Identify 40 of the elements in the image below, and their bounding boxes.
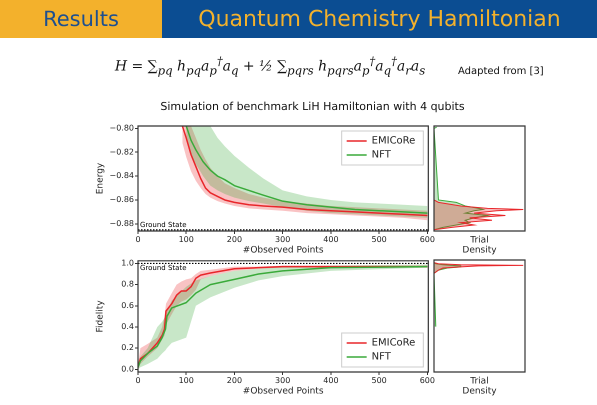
x-tick-label: 500 [371, 376, 387, 385]
x-tick-label: 600 [420, 234, 435, 244]
y-tick-label: −0.84 [109, 171, 134, 180]
x-tick-label: 100 [178, 376, 194, 385]
x-tick-label: 200 [226, 376, 242, 385]
chart-title: Simulation of benchmark LiH Hamiltonian with 4 qubits [159, 100, 466, 113]
y-tick-label: −0.80 [109, 123, 134, 132]
x-tick-label: 300 [275, 376, 290, 385]
x-tick-label: 0 [135, 234, 141, 244]
y-tick-label: 1.0 [121, 258, 134, 268]
x-axis-title: #Observed Points [242, 386, 324, 396]
x-tick-label: 0 [135, 376, 141, 385]
legend-label: NFT [372, 352, 392, 363]
x-axis-title: Trial Density [462, 376, 498, 396]
text: H = ∑$_{pq}$ h$_{pq}$a$_{p}$$^{†}$a$_{q}$ + ½ ∑$_{pqrs}$ h$_{pqrs}$a$_{p}$$^{†}$a$_{q}$$^{†}$a$_{r}$a$_{s}$ [114, 54, 426, 78]
y-tick-label: −0.82 [109, 147, 134, 156]
x-axis-title: #Observed Points [242, 245, 324, 256]
y-tick-label: −0.86 [109, 195, 134, 204]
y-axis-title: Fidelity [95, 300, 106, 332]
text: Results [0, 0, 162, 38]
y-tick-label: −0.88 [109, 218, 134, 228]
x-tick-label: 600 [420, 376, 435, 385]
text: Quantum Chemistry Hamiltonian [162, 0, 597, 38]
y-tick-label: 0.2 [121, 343, 134, 352]
x-tick-label: 500 [371, 234, 387, 244]
x-tick-label: 400 [323, 234, 339, 244]
legend-label: EMICoRe [372, 136, 416, 147]
x-tick-label: 300 [275, 234, 290, 244]
legend-label: EMICoRe [372, 338, 416, 349]
y-tick-label: 0.4 [121, 322, 134, 332]
y-tick-label: 0.8 [121, 280, 134, 289]
y-axis-title: Energy [95, 162, 106, 194]
legend-label: NFT [372, 150, 392, 161]
text: Adapted from [3] [458, 66, 544, 77]
x-tick-label: 200 [226, 234, 242, 244]
x-axis-title: Trial Density [462, 235, 498, 256]
x-tick-label: 100 [178, 234, 194, 244]
x-tick-label: 400 [323, 376, 339, 385]
y-tick-label: 0.0 [121, 364, 134, 374]
y-tick-label: 0.6 [121, 300, 134, 310]
